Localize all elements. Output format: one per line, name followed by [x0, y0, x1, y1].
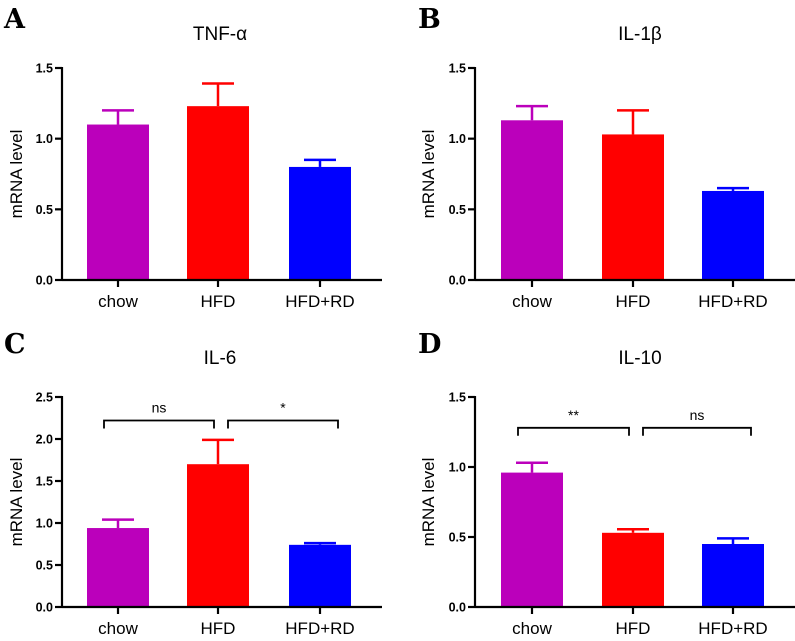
panel-letter: B [418, 4, 441, 35]
significance-label: ns [690, 407, 705, 423]
bar-chow [501, 472, 563, 607]
chart-panel-c: C IL-6 mRNA level 0.0 0.5 1.0 1.5 2.0 2.5 chow HFD… [4, 329, 382, 638]
y-tick-label: 2.0 [36, 433, 53, 447]
x-tick-label: HFD [201, 292, 236, 311]
y-tick-label: 2.5 [36, 391, 53, 405]
chart-title: IL-1β [618, 24, 662, 45]
y-tick-label: 0.5 [36, 203, 53, 217]
significance-bracket [227, 419, 339, 429]
bar-hfd [602, 134, 664, 280]
y-axis-label: mRNA level [7, 458, 26, 547]
chart-title: IL-10 [618, 348, 661, 369]
y-tick-label: 0.0 [36, 274, 53, 288]
bar-chow [87, 124, 149, 281]
y-tick-label: 0.0 [449, 601, 466, 615]
chart-title: IL-6 [204, 348, 237, 369]
bar-hfd-rd [702, 190, 764, 280]
x-tick-label: chow [512, 292, 552, 311]
panel-letter: C [4, 329, 26, 360]
panel-letter: A [3, 4, 26, 35]
panel-letter: D [418, 329, 441, 360]
x-tick-label: chow [98, 292, 138, 311]
x-tick-label: HFD [616, 292, 651, 311]
chart-panel-b: B IL-1β mRNA level 0.0 0.5 1.0 1.5 chow HFD HFD+R… [418, 4, 795, 311]
y-tick-label: 1.5 [36, 475, 53, 489]
y-tick-label: 0.0 [36, 601, 53, 615]
significance-label: * [280, 400, 286, 416]
y-tick-label: 1.5 [449, 391, 466, 405]
x-tick-label: HFD [201, 619, 236, 638]
y-axis-label: mRNA level [419, 130, 438, 219]
x-tick-label: chow [512, 619, 552, 638]
x-tick-label: HFD+RD [698, 292, 767, 311]
x-tick-label: HFD [616, 619, 651, 638]
chart-panel-a: A TNF-α mRNA level 0.0 0.5 1.0 1.5 chow HFD HFD+R… [3, 4, 382, 311]
bar-hfd [187, 106, 249, 280]
x-tick-label: chow [98, 619, 138, 638]
y-tick-label: 1.0 [36, 517, 53, 531]
y-tick-label: 0.5 [36, 559, 53, 573]
chart-panel-d: D IL-10 mRNA level 0.0 0.5 1.0 1.5 chow HFD HFD+R… [418, 329, 795, 638]
y-tick-label: 1.5 [449, 62, 466, 76]
bar-chow [501, 120, 563, 280]
bar-hfd [602, 532, 664, 607]
significance-label: ** [568, 407, 579, 423]
significance-label: ns [152, 400, 167, 416]
y-tick-label: 0.5 [449, 203, 466, 217]
x-tick-label: HFD+RD [285, 292, 354, 311]
significance-bracket [517, 426, 630, 436]
x-tick-label: HFD+RD [285, 619, 354, 638]
bar-hfd [187, 464, 249, 607]
bar-chow [87, 528, 149, 607]
chart-title: TNF-α [193, 24, 247, 45]
significance-bracket [642, 426, 752, 436]
y-tick-label: 1.0 [449, 461, 466, 475]
y-tick-label: 0.5 [449, 531, 466, 545]
bar-hfd-rd [702, 544, 764, 607]
y-tick-label: 1.0 [36, 132, 53, 146]
y-axis-label: mRNA level [7, 130, 26, 219]
y-tick-label: 0.0 [449, 274, 466, 288]
x-tick-label: HFD+RD [698, 619, 767, 638]
y-axis-label: mRNA level [419, 458, 438, 547]
bar-hfd-rd [289, 166, 351, 280]
bar-hfd-rd [289, 544, 351, 607]
y-tick-label: 1.0 [449, 132, 466, 146]
significance-bracket [103, 419, 215, 429]
y-tick-label: 1.5 [36, 62, 53, 76]
